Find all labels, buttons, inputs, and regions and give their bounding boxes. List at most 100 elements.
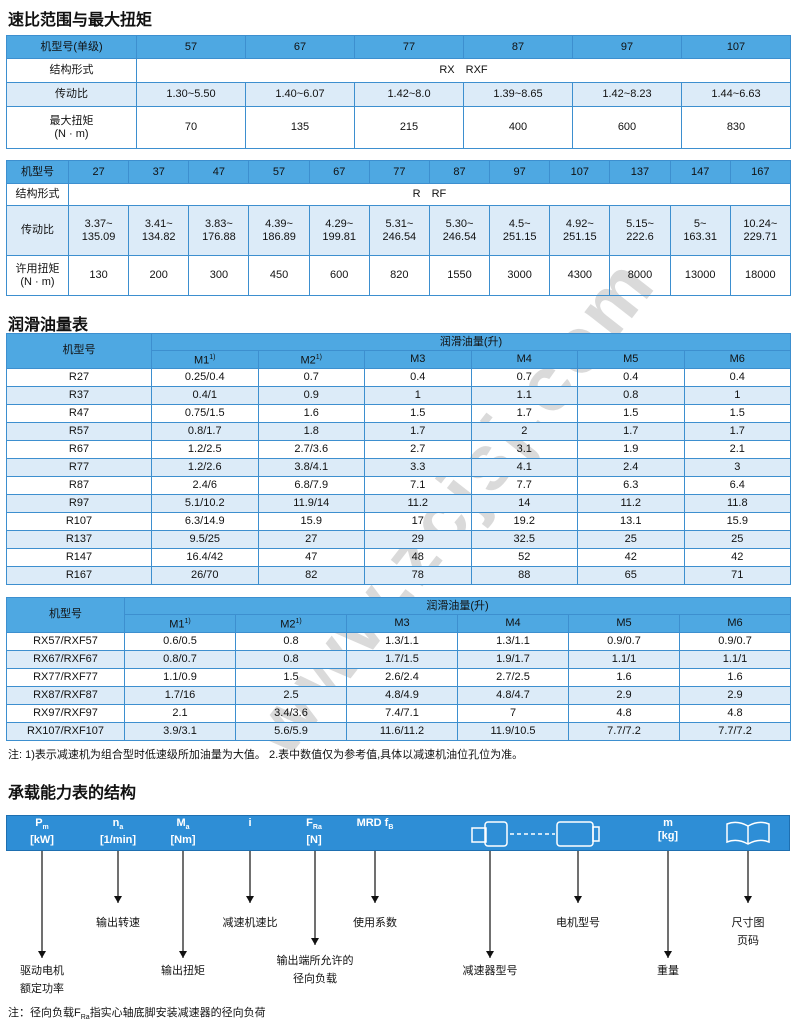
spec-table: 机型号(单级) 57 67 77 87 97 107 结构形式 RX RXF 传动比 1.30~5.…: [6, 35, 791, 149]
cell: 7.7/7.2: [568, 721, 680, 741]
arrow-head: [311, 938, 319, 945]
cell: 0.6/0.5: [124, 631, 236, 651]
cell: 18000: [729, 255, 791, 296]
footnote-mark: 1): [295, 618, 302, 625]
cell: 1.7/1.5: [346, 649, 458, 669]
column-header: M4: [457, 614, 569, 633]
cell: 7.7/7.2: [678, 721, 792, 741]
field-symbol-line: Ma: [170, 817, 195, 834]
footnote-mark: 1): [184, 618, 191, 625]
cell: 11.6/11.2: [346, 721, 458, 741]
cell: 5~ 163.31: [669, 205, 731, 256]
cell: 2.4: [577, 457, 685, 477]
cell: 0.25/0.4: [151, 367, 259, 387]
header-cell: 57: [136, 35, 246, 59]
cell: 71: [683, 565, 792, 585]
cell: 13000: [669, 255, 731, 296]
column-header: M6: [683, 350, 792, 369]
cell: 4.5~ 251.15: [489, 205, 551, 256]
cell: 3000: [489, 255, 551, 296]
row: RX97/RXF97 2.1 3.4/3.6 7.4/7.1 7 4.8 4.8: [6, 703, 792, 723]
column-name: M2: [300, 354, 316, 367]
callout-label: 输出转速: [96, 917, 140, 929]
cell: 42: [683, 547, 792, 567]
arrow-head: [371, 896, 379, 903]
column-header: M21): [257, 350, 365, 369]
cell: 48: [364, 547, 472, 567]
header-group: 润滑油量(升): [150, 333, 792, 351]
cell: 0.8: [577, 385, 685, 405]
cell: 6.3: [577, 475, 685, 495]
row: R97 5.1/10.2 11.9/14 11.2 14 11.2 11.8: [6, 493, 792, 513]
footnote-subscript: Ra: [80, 1014, 90, 1022]
oil-table: 机型号 润滑油量(升) M11) M21) M3 M4 M5 M6 R27 0.25/0.4 0.7…: [6, 333, 792, 585]
row-label: RX97/RXF97: [6, 703, 125, 723]
spec-table: 机型号 27 37 47 57 67 77 87 97 107 137 147 167 结构形式 R RF 传…: [6, 160, 791, 296]
header-cell: 57: [248, 160, 310, 184]
cell: 15.9: [683, 511, 792, 531]
row-label: R37: [6, 385, 152, 405]
row: RX77/RXF77 1.1/0.9 1.5 2.6/2.4 2.7/2.5 1.6 1.6: [6, 667, 792, 687]
header-cell: 机型号: [6, 160, 69, 184]
footnote: 注：径向负载FRa指实心轴底脚安装减速器的径向负荷: [8, 1004, 266, 1021]
cell: 4.8: [568, 703, 680, 723]
cell: 2.7/2.5: [457, 667, 569, 687]
field-symbol: i: [248, 817, 252, 829]
arrow-head: [744, 896, 752, 903]
cell: 1.5: [235, 667, 347, 687]
cell: 1.5: [577, 403, 685, 423]
row-label: R137: [6, 529, 152, 549]
header-cell: 机型号(单级): [6, 35, 137, 59]
cell: 1.2/2.5: [151, 439, 259, 459]
column-header: M5: [577, 350, 685, 369]
row-label: 结构形式: [6, 183, 69, 206]
cell: 1.1/1: [678, 649, 792, 669]
field-subscript: B: [388, 824, 394, 832]
field-unit: [N]: [306, 834, 322, 847]
header-cell: 机型号: [6, 333, 152, 369]
cell: 3.3: [364, 457, 472, 477]
cell: 1.8: [257, 421, 365, 441]
cell: 0.8/0.7: [124, 649, 236, 669]
header-row: 机型号(单级) 57 67 77 87 97 107: [6, 35, 791, 59]
structure-bar: [6, 815, 790, 851]
cell: 5.6/5.9: [235, 721, 347, 741]
cell: 0.4: [364, 367, 472, 387]
field: MRD fB: [357, 817, 394, 834]
header-row: M11) M21) M3 M4 M5 M6: [7, 350, 792, 369]
arrow-head: [38, 951, 46, 958]
cell: 400: [463, 106, 573, 149]
cell: 17: [364, 511, 472, 531]
cell: 1.1: [470, 385, 578, 405]
arrow-head: [664, 951, 672, 958]
row-label: R47: [6, 403, 152, 423]
row: R147 16.4/42 47 48 52 42 42: [6, 547, 792, 567]
cell: 0.4: [683, 367, 792, 387]
row: R107 6.3/14.9 15.9 17 19.2 13.1 15.9: [6, 511, 792, 531]
field: Pm [kW]: [30, 817, 54, 847]
row-label: R77: [6, 457, 152, 477]
cell: 3.9/3.1: [124, 721, 236, 741]
column-header: M21): [235, 614, 347, 633]
row: 最大扭矩 (N · m) 70 135 215 400 600 830: [6, 106, 791, 149]
cell: R RF: [68, 183, 791, 206]
section-title: 承载能力表的结构: [8, 785, 137, 802]
row-label: RX107/RXF107: [6, 721, 125, 741]
cell: 11.9/10.5: [457, 721, 569, 741]
row: RX87/RXF87 1.7/16 2.5 4.8/4.9 4.8/4.7 2.9 2.9: [6, 685, 792, 705]
cell: 7: [457, 703, 569, 723]
cell: 200: [128, 255, 190, 296]
cell: 0.9/0.7: [568, 631, 680, 651]
cell: 1.2/2.6: [151, 457, 259, 477]
row: RX107/RXF107 3.9/3.1 5.6/5.9 11.6/11.2 11.9/…: [6, 721, 792, 741]
cell: 52: [470, 547, 578, 567]
footnote-mark: 1): [209, 354, 216, 361]
cell: 2.5: [235, 685, 347, 705]
cell: 4.8/4.9: [346, 685, 458, 705]
cell: 4.39~ 186.89: [248, 205, 310, 256]
row-label: RX67/RXF67: [6, 649, 125, 669]
row-label: 最大扭矩 (N · m): [6, 106, 137, 149]
row-label: RX87/RXF87: [6, 685, 125, 705]
field-subscript: a: [119, 824, 124, 832]
cell: 1.3/1.1: [457, 631, 569, 651]
